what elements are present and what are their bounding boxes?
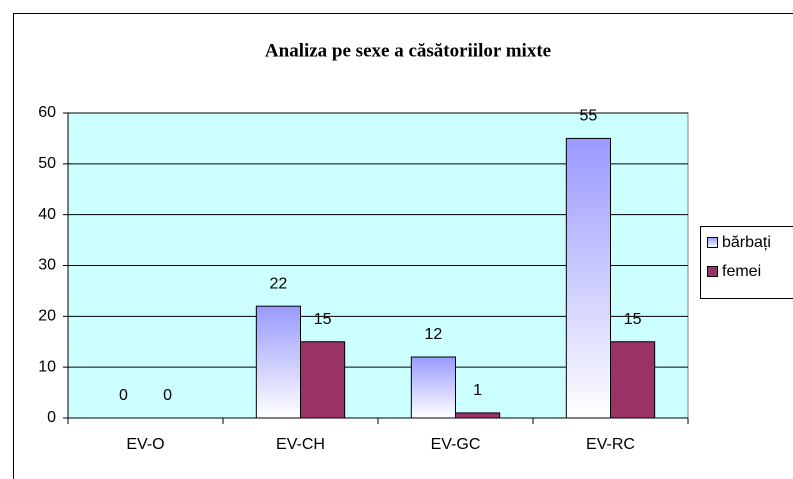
legend-swatch <box>707 237 718 248</box>
bar <box>455 412 501 419</box>
y-tick-label: 10 <box>38 358 56 375</box>
value-label: 15 <box>624 311 642 328</box>
x-tick-label: EV-RC <box>586 436 635 453</box>
y-tick-label: 50 <box>38 155 56 172</box>
value-label: 0 <box>119 387 128 404</box>
value-label: 1 <box>473 382 482 399</box>
y-tick-label: 30 <box>38 257 56 274</box>
x-tick-label: EV-O <box>126 436 164 453</box>
legend-label: bărbați <box>722 234 771 251</box>
y-tick-label: 60 <box>38 104 56 121</box>
bar <box>300 341 346 419</box>
chart-title: Analiza pe sexe a căsătoriilor mixte <box>265 40 551 61</box>
bar <box>410 356 457 419</box>
value-label: 15 <box>314 311 332 328</box>
y-tick-label: 20 <box>38 308 56 325</box>
x-tick-label: EV-CH <box>276 436 325 453</box>
value-label: 55 <box>580 108 598 125</box>
legend-label: femei <box>722 263 761 280</box>
legend-swatch <box>707 266 718 277</box>
value-label: 22 <box>270 275 288 292</box>
bar <box>610 341 656 419</box>
x-tick-label: EV-GC <box>431 436 481 453</box>
y-tick-label: 0 <box>47 409 56 426</box>
value-label: 12 <box>425 326 443 343</box>
bar <box>565 137 612 419</box>
y-tick-label: 40 <box>38 206 56 223</box>
value-label: 0 <box>163 387 172 404</box>
bar <box>255 305 302 419</box>
